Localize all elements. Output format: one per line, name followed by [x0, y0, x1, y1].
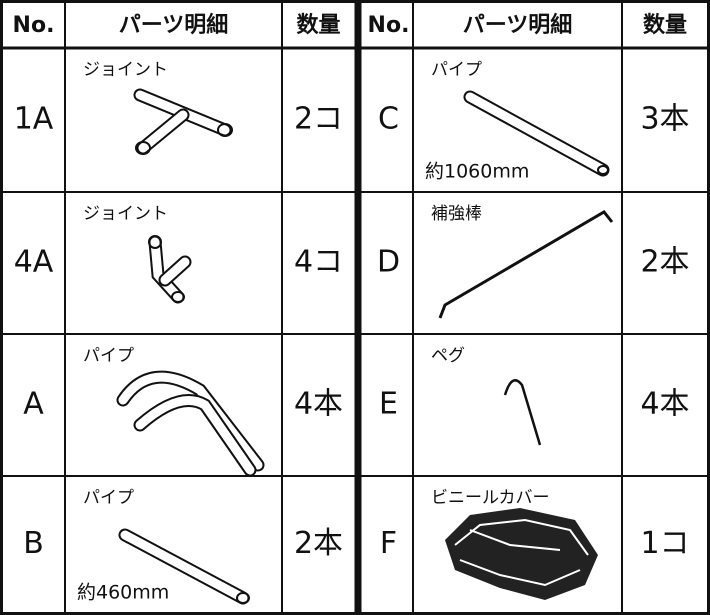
part-number: B	[23, 526, 44, 561]
quantity: 2コ	[294, 102, 343, 137]
quantity: 2本	[640, 245, 689, 280]
part-name: ペグ	[431, 346, 465, 366]
part-name: 補強棒	[431, 204, 482, 224]
part-name: ジョイント	[83, 60, 168, 80]
header-cell: 数量	[643, 12, 687, 38]
part-size: 約1060mm	[425, 161, 529, 183]
part-number: A	[23, 387, 44, 422]
part-size: 約460mm	[77, 582, 169, 604]
header-cell: パーツ明細	[463, 12, 573, 38]
part-number: 4A	[14, 245, 54, 280]
quantity: 2本	[294, 526, 343, 561]
header-cell: 数量	[296, 12, 340, 38]
part-name: ビニールカバー	[431, 488, 550, 508]
header-cell: パーツ明細	[119, 12, 229, 38]
part-number: 1A	[14, 102, 54, 137]
part-number: F	[380, 526, 397, 561]
quantity: 4コ	[294, 245, 343, 280]
part-number: D	[377, 245, 400, 280]
quantity: 4本	[640, 387, 689, 422]
header-cell: No.	[13, 13, 55, 38]
part-number: C	[378, 102, 399, 137]
quantity: 3本	[640, 102, 689, 137]
part-name: ジョイント	[83, 204, 168, 224]
quantity: 4本	[294, 387, 343, 422]
part-name: パイプ	[83, 346, 134, 366]
header-cell: No.	[368, 13, 410, 38]
part-name: パイプ	[83, 488, 134, 508]
quantity: 1コ	[640, 526, 689, 561]
icons	[116, 88, 614, 605]
part-name: パイプ	[431, 60, 482, 80]
part-number: E	[379, 387, 398, 422]
